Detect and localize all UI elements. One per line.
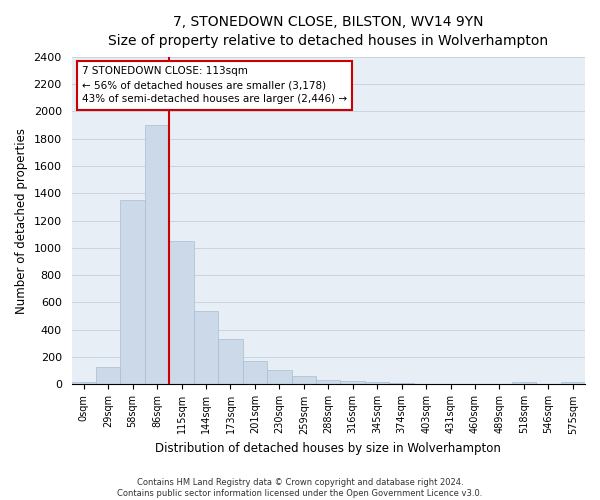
Bar (242, 361, 267, 384)
Title: 7, STONEDOWN CLOSE, BILSTON, WV14 9YN
Size of property relative to detached hous: 7, STONEDOWN CLOSE, BILSTON, WV14 9YN Si… (108, 15, 548, 48)
Bar (267, 370, 292, 384)
X-axis label: Distribution of detached houses by size in Wolverhampton: Distribution of detached houses by size … (155, 442, 501, 455)
Bar (560, 382, 585, 384)
Bar (365, 382, 389, 384)
Bar (340, 381, 365, 384)
Y-axis label: Number of detached properties: Number of detached properties (15, 128, 28, 314)
Bar (389, 383, 414, 384)
Bar (218, 338, 242, 384)
Bar (316, 380, 340, 384)
Bar (121, 200, 145, 384)
Bar (292, 376, 316, 384)
Text: 7 STONEDOWN CLOSE: 113sqm
← 56% of detached houses are smaller (3,178)
43% of se: 7 STONEDOWN CLOSE: 113sqm ← 56% of detac… (82, 66, 347, 104)
Bar (96, 368, 121, 384)
Bar (512, 382, 536, 384)
Bar (145, 125, 169, 384)
Bar (194, 310, 218, 384)
Text: Contains HM Land Registry data © Crown copyright and database right 2024.
Contai: Contains HM Land Registry data © Crown c… (118, 478, 482, 498)
Bar (169, 241, 194, 384)
Bar (71, 382, 96, 384)
